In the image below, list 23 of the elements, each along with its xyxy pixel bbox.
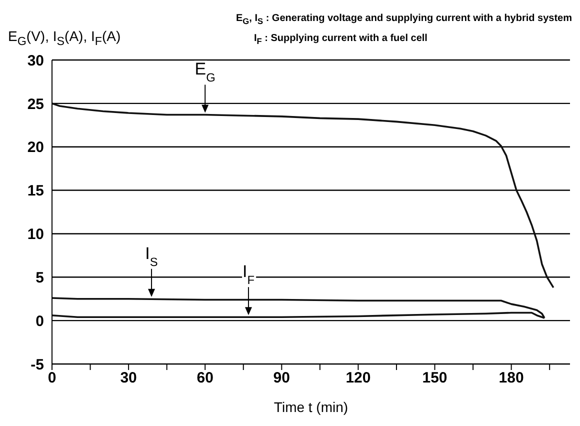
- x-tick-label: 60: [196, 370, 214, 387]
- text: E$_{G}$, I$_{S}$ : Generating voltage and supplying current with a hybrid system: [236, 12, 572, 28]
- y-tick-label: 5: [36, 269, 44, 286]
- x-axis-title: Time t (min): [274, 399, 348, 415]
- y-axis-title: E$_{G}$(V), I$_{S}$(A), I$_{F}$(A): [8, 27, 121, 50]
- y-tick-label: 20: [27, 139, 44, 156]
- y-tick-label: 30: [27, 52, 44, 70]
- x-tick-label: 90: [273, 370, 290, 387]
- x-tick-label: 0: [48, 370, 56, 387]
- x-tick-label: 180: [498, 370, 524, 387]
- line-series: [52, 102, 554, 288]
- annotation: I$_{F}$: [242, 262, 254, 288]
- x-tick-label: 120: [346, 370, 371, 387]
- x-tick-label: 30: [120, 370, 137, 387]
- x-tick-label: 150: [422, 370, 448, 387]
- y-tick-label: 0: [36, 312, 44, 330]
- text: I$_{F}$ : Supplying current with a fuel cell: [254, 32, 428, 48]
- y-tick-label: 10: [27, 226, 44, 244]
- y-tick-label: 25: [27, 96, 44, 113]
- annotation: I$_{S}$: [145, 244, 158, 269]
- y-tick-label: -5: [30, 356, 44, 374]
- annotation: E$_{G}$: [194, 60, 216, 85]
- y-tick-label: 15: [27, 182, 44, 200]
